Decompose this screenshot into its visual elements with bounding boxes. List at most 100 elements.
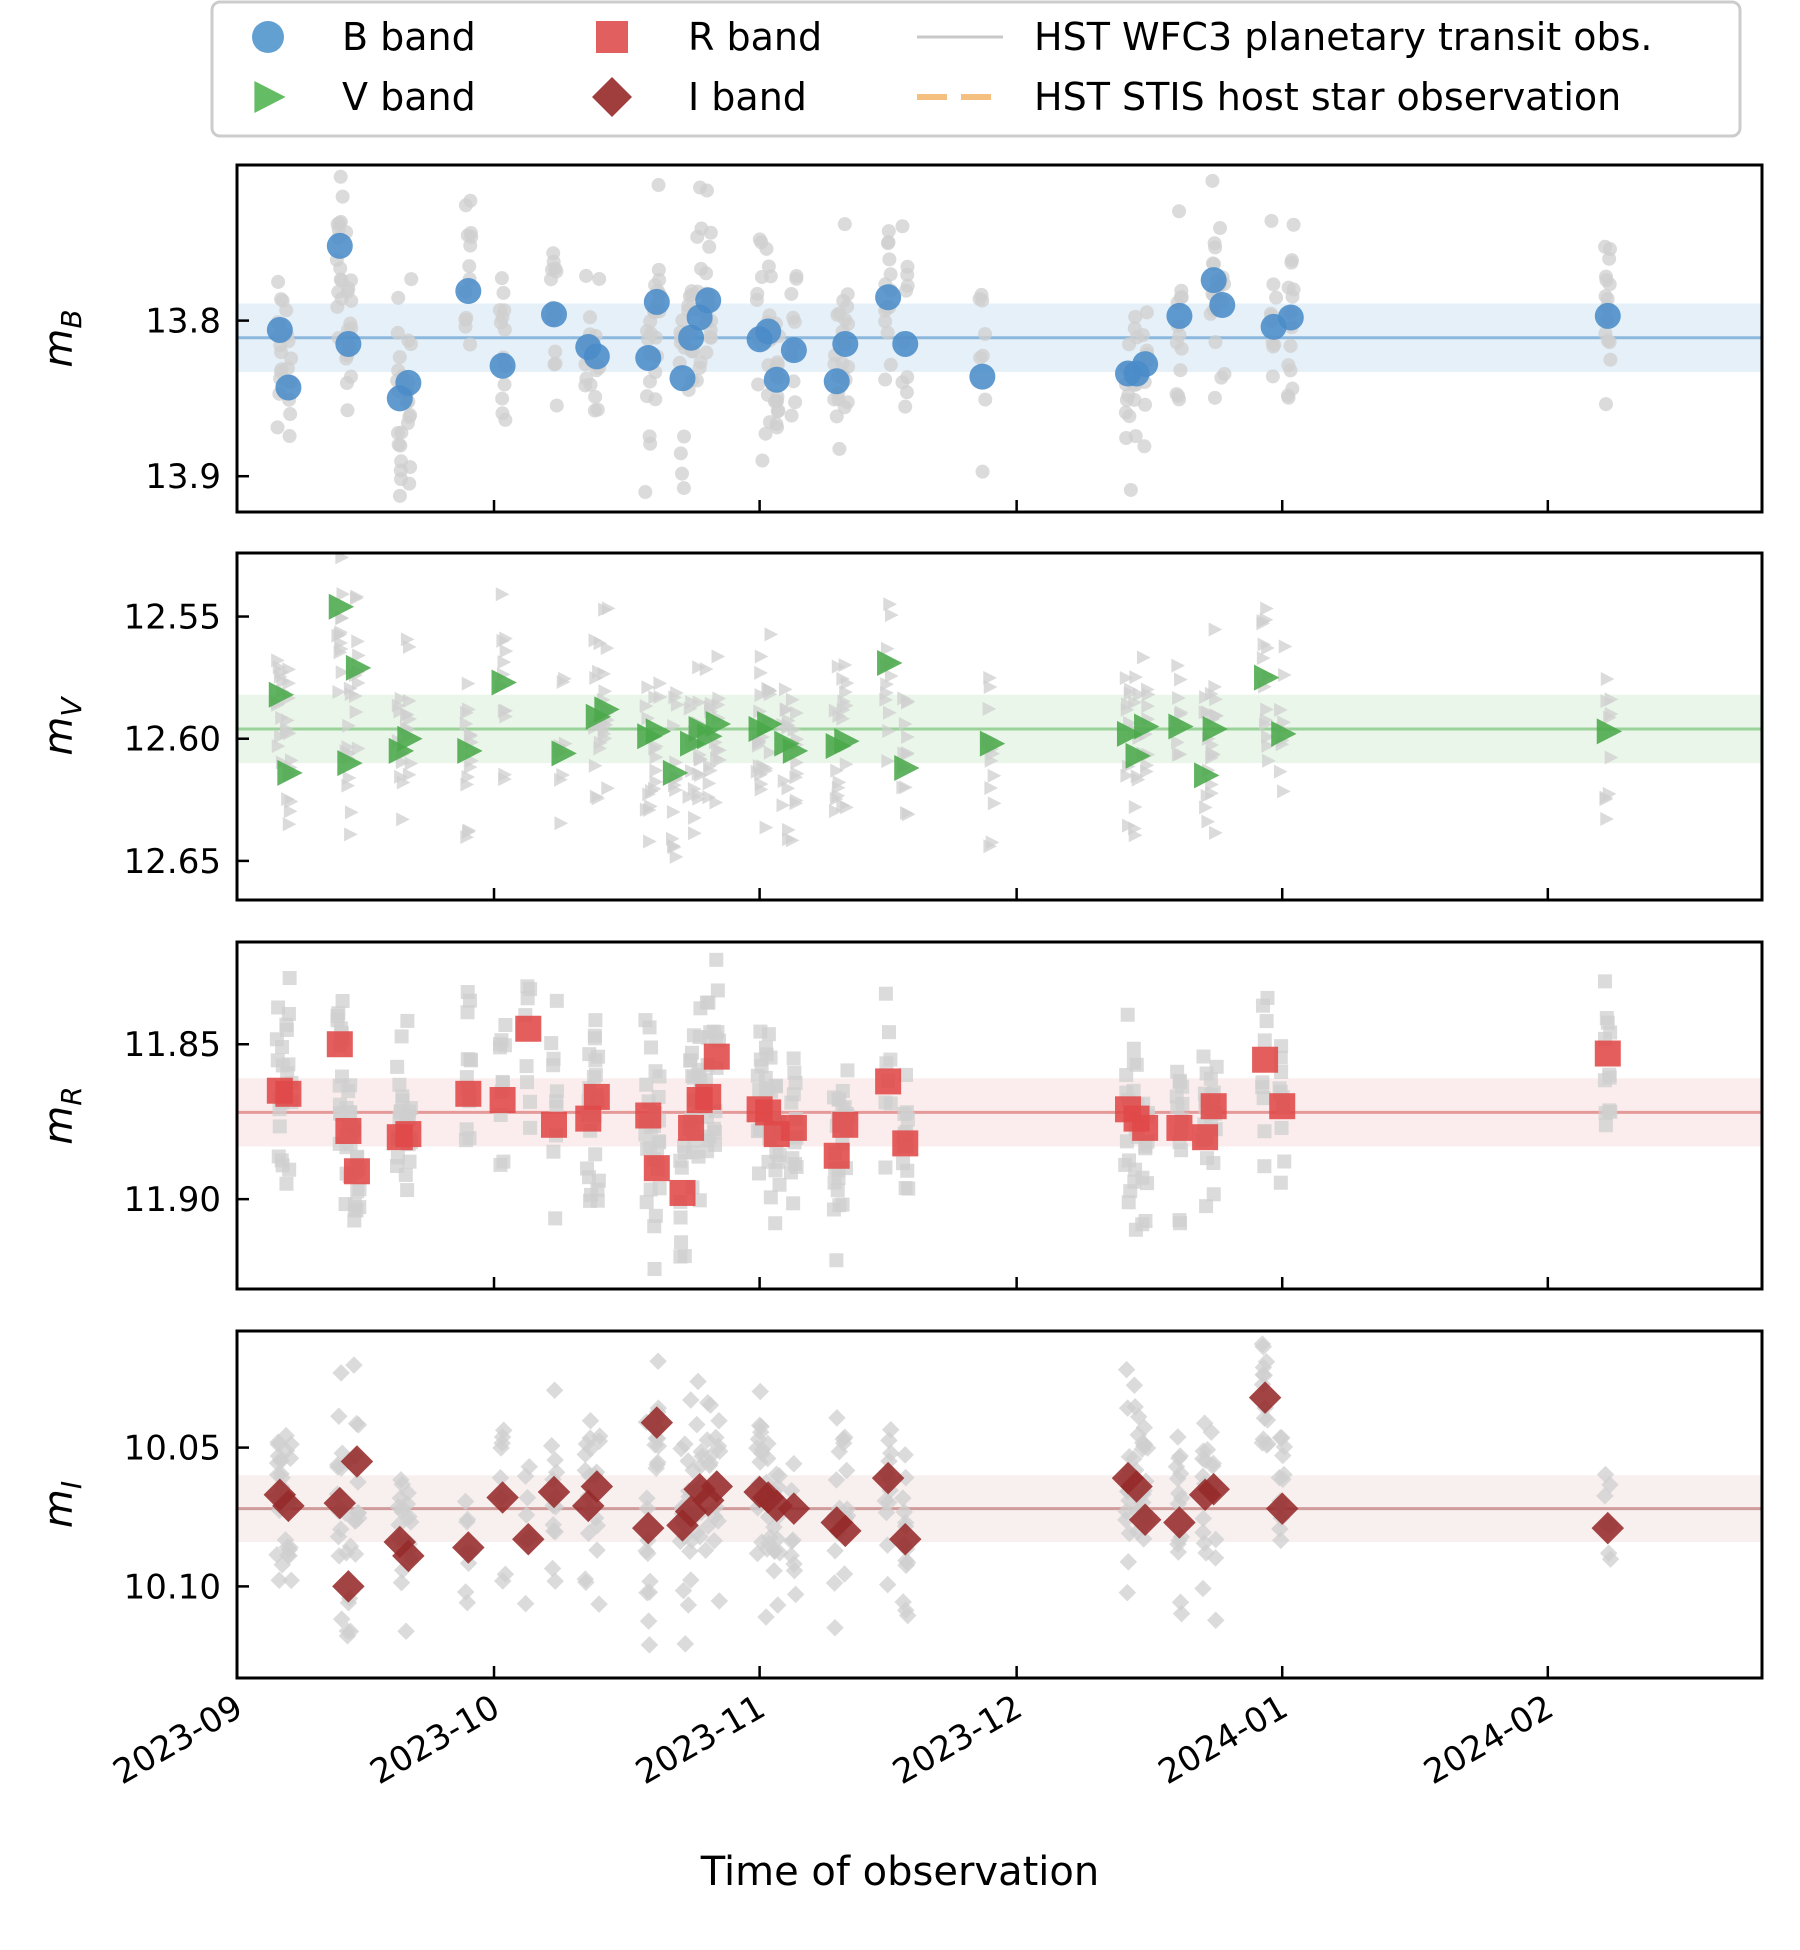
exposure-point <box>642 429 657 444</box>
exposure-point <box>1273 1175 1288 1190</box>
exposure-point <box>1129 670 1144 685</box>
exposure-point <box>788 395 803 410</box>
exposure-point <box>649 1352 667 1371</box>
exposure-point <box>400 632 415 647</box>
exposure-point <box>882 252 897 267</box>
exposure-point <box>785 833 800 848</box>
panel-r-band: 11.85 11.90 mR <box>36 940 1764 1291</box>
data-point <box>1596 718 1623 745</box>
exposure-point <box>1273 764 1288 779</box>
panel-v-band: 12.55 12.60 12.65 mV <box>36 551 1764 902</box>
data-point <box>1132 351 1159 378</box>
exposure-point <box>749 292 764 307</box>
exposure-point <box>1201 814 1216 829</box>
exposure-point <box>1278 668 1292 683</box>
legend-marker <box>596 21 628 53</box>
exposure-point <box>883 267 898 282</box>
exposure-point <box>498 767 512 782</box>
exposure-point <box>894 1489 912 1507</box>
panel-frame <box>235 940 1764 1291</box>
legend-label: HST STIS host star observation <box>1034 75 1621 119</box>
data-point <box>662 759 689 786</box>
exposure-point <box>1117 1502 1135 1521</box>
exposure-point <box>789 770 804 785</box>
data-point <box>678 1114 705 1141</box>
exposure-point <box>1260 702 1274 717</box>
data-point <box>1594 302 1621 329</box>
exposure-point <box>402 1154 417 1169</box>
exposure-point <box>1600 333 1615 348</box>
x-axis: 2023-09 2023-10 2023-11 2023-12 2024-01 2024-… <box>106 1687 1560 1793</box>
data-point <box>388 737 415 764</box>
nightly-means <box>266 232 1621 412</box>
exposure-point <box>895 219 910 234</box>
exposure-point <box>759 1434 777 1453</box>
exposure-point <box>462 993 477 1008</box>
exposure-point <box>835 1197 850 1212</box>
data-point <box>332 1570 365 1603</box>
exposure-point <box>1213 221 1228 236</box>
exposure-point <box>1256 1091 1271 1106</box>
exposure-point <box>391 290 406 305</box>
exposure-point <box>683 701 698 716</box>
exposure-point <box>1140 758 1155 773</box>
exposure-point <box>1171 1593 1190 1612</box>
exposure-point <box>768 1216 783 1231</box>
exposure-point <box>644 1040 659 1055</box>
exposure-point <box>789 1159 804 1174</box>
exposure-point <box>462 259 477 274</box>
exposure-point <box>885 608 899 623</box>
exposure-point <box>496 1154 511 1169</box>
exposure-point <box>282 726 297 741</box>
exposure-point <box>1128 429 1143 444</box>
exposure-point <box>681 1391 700 1409</box>
exposure-point <box>499 703 513 718</box>
exposure-point <box>333 169 348 184</box>
exposure-point <box>495 406 510 421</box>
exposure-point <box>1600 812 1614 827</box>
exposure-point <box>542 1437 561 1455</box>
exposure-point <box>712 691 727 706</box>
data-point <box>491 669 517 696</box>
exposure-point <box>688 826 702 841</box>
exposure-point <box>641 711 656 726</box>
exposure-point <box>499 644 514 659</box>
exposure-point <box>1261 729 1275 744</box>
y-axis-label-symbol: m <box>36 329 82 368</box>
exposure-point <box>649 750 664 765</box>
exposure-point <box>1274 1120 1289 1135</box>
data-point <box>645 718 672 745</box>
exposure-point <box>754 777 769 792</box>
data-point <box>1200 1093 1227 1120</box>
exposure-point <box>776 717 791 732</box>
exposure-point <box>1207 236 1222 251</box>
exposure-point <box>1281 390 1296 405</box>
exposure-point <box>271 274 286 289</box>
exposure-point <box>544 1036 559 1051</box>
legend-label: HST WFC3 planetary transit obs. <box>1034 15 1652 59</box>
y-tick-label: 12.65 <box>124 842 221 882</box>
data-point <box>272 1489 305 1523</box>
exposure-point <box>759 820 774 835</box>
exposure-point <box>1126 1083 1141 1098</box>
exposure-point <box>591 1173 606 1188</box>
y-tick-label: 13.9 <box>145 457 221 497</box>
exposure-point <box>899 283 914 298</box>
exposure-point <box>763 745 778 760</box>
exposure-point <box>342 1105 357 1120</box>
exposure-point <box>770 355 785 370</box>
exposure-point <box>1127 392 1142 407</box>
exposure-point <box>827 1471 846 1489</box>
exposure-point <box>276 1531 295 1549</box>
exposure-point <box>694 768 708 783</box>
data-point <box>345 654 372 681</box>
exposure-point <box>403 460 418 475</box>
exposure-point <box>898 717 913 732</box>
exposure-point <box>983 670 997 685</box>
exposure-point <box>270 1571 288 1589</box>
exposure-point <box>1272 1531 1290 1550</box>
exposure-point <box>884 669 899 684</box>
exposure-point <box>652 1181 667 1196</box>
exposure-point <box>652 272 667 287</box>
